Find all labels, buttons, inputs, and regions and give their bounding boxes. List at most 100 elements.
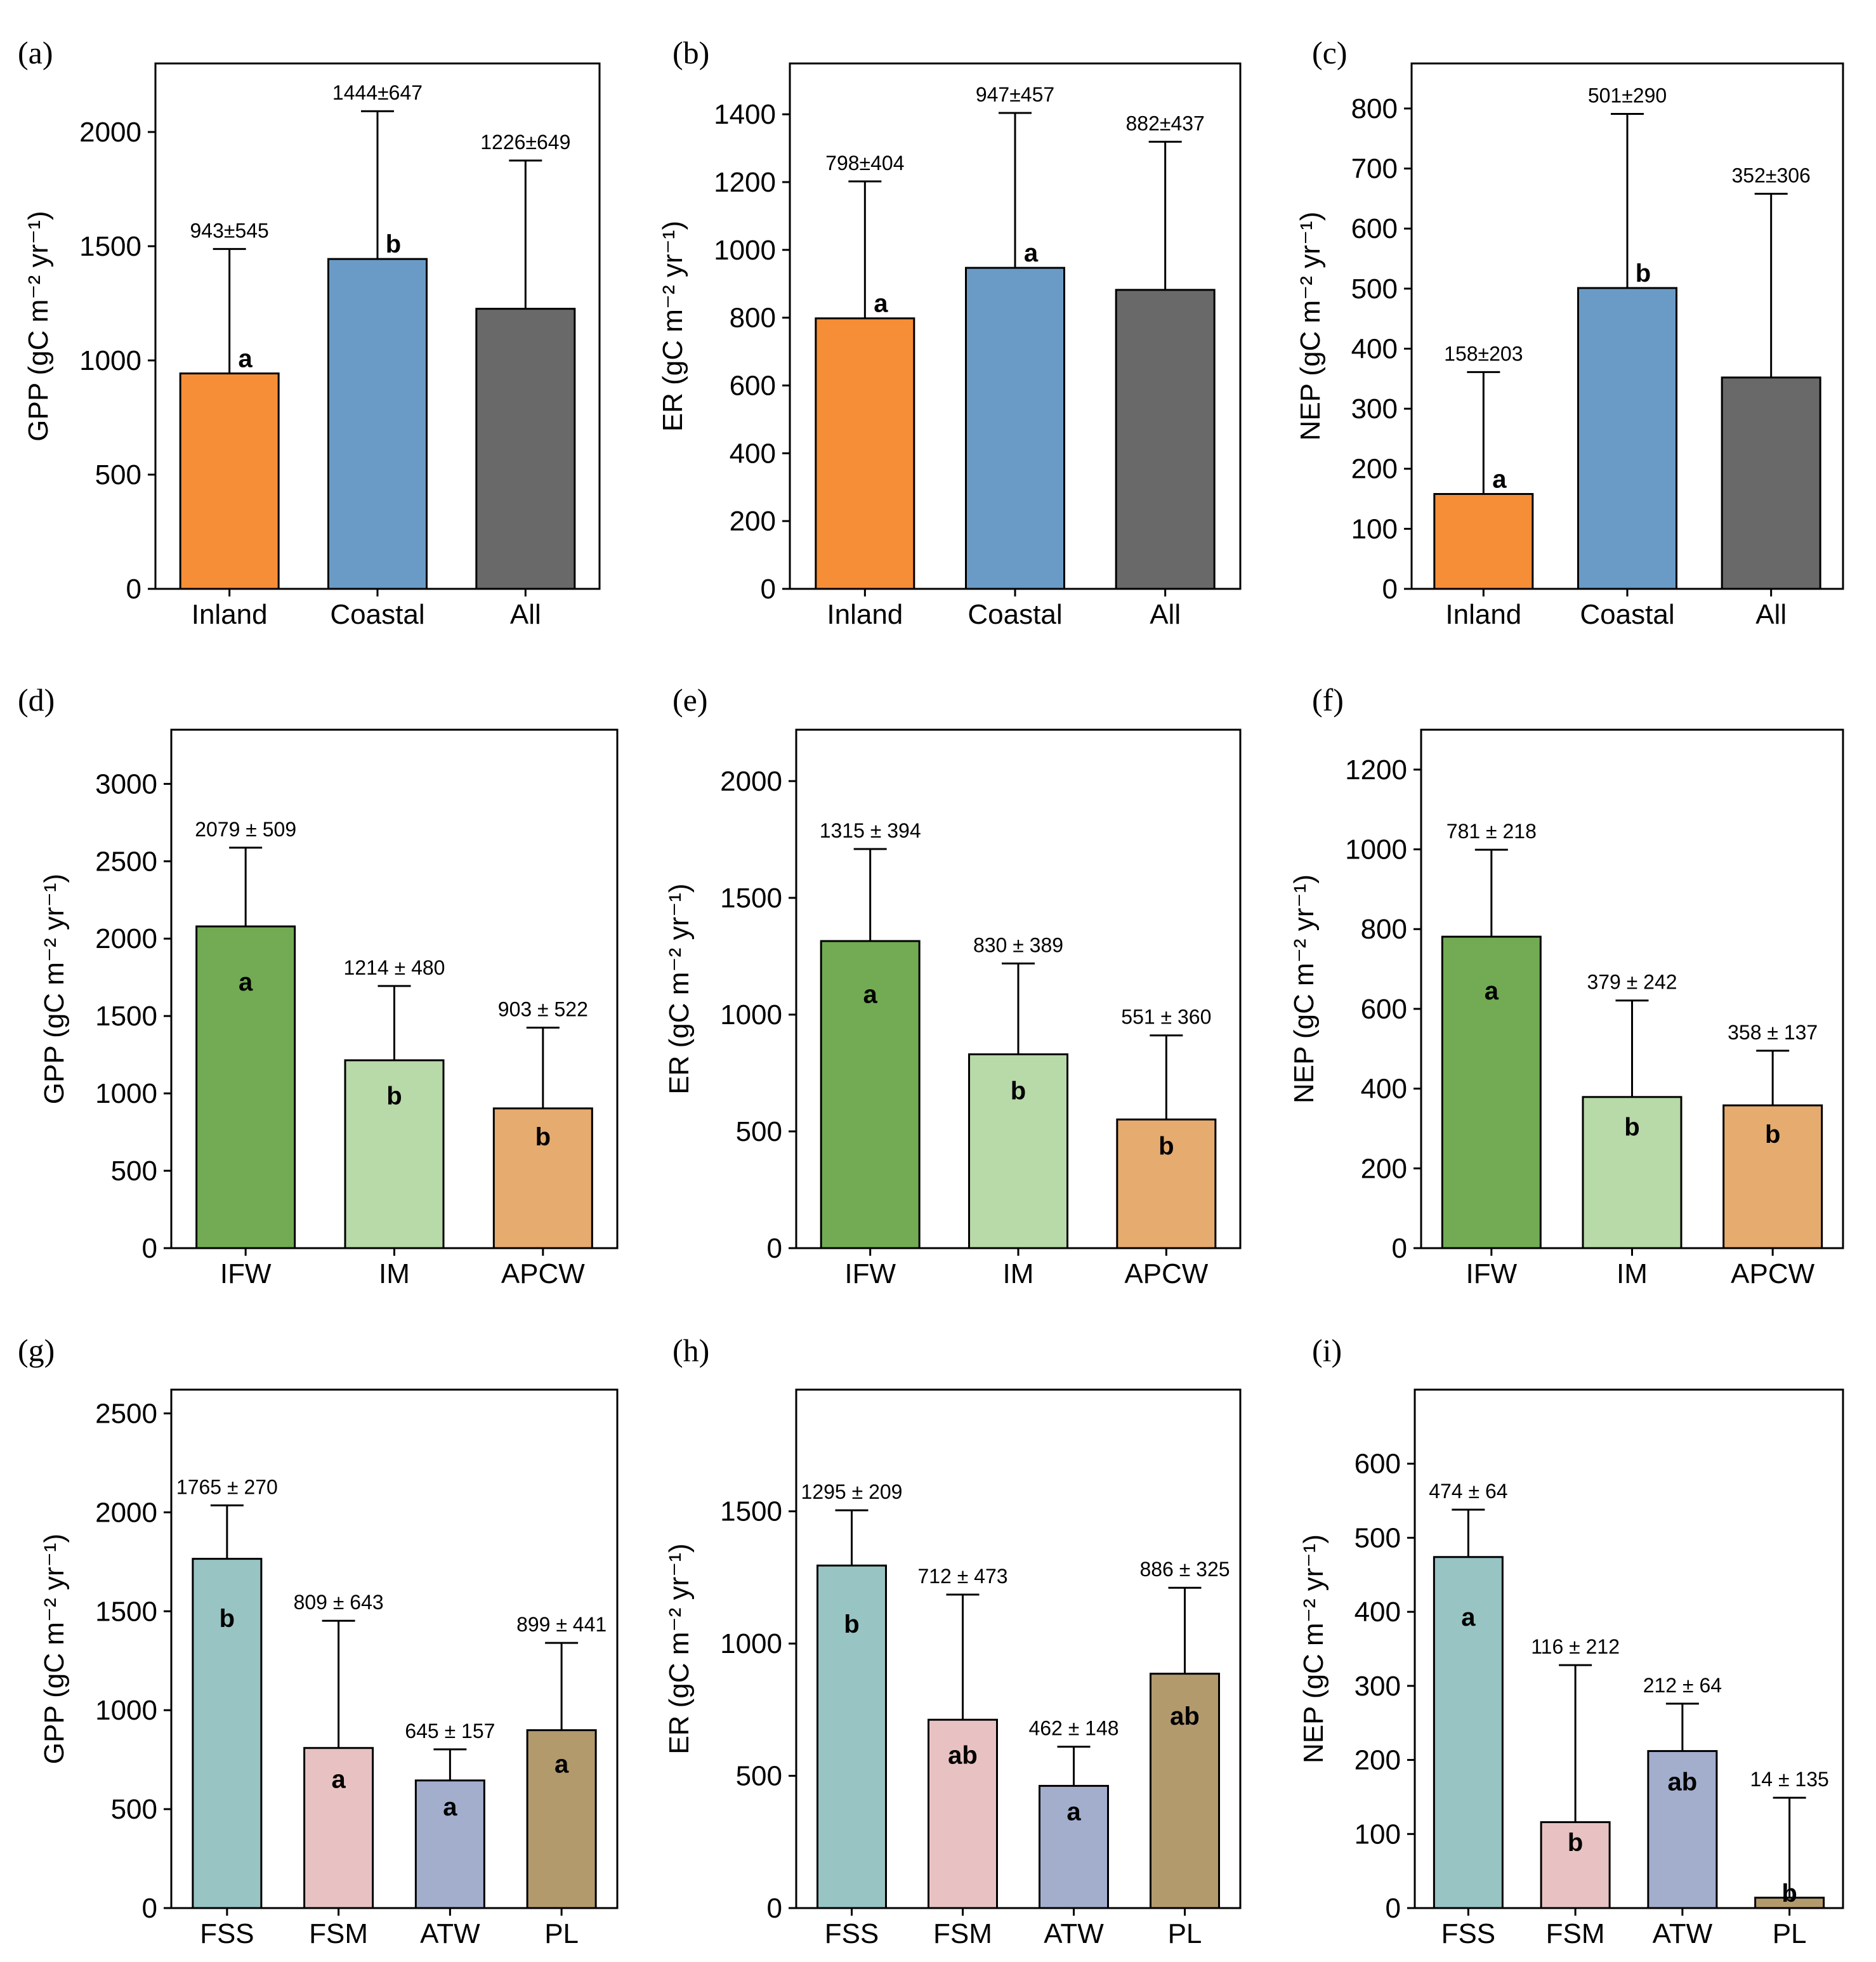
significance-letter: a — [1066, 1798, 1081, 1826]
x-tick-label: ATW — [1044, 1918, 1104, 1949]
y-tick-label: 600 — [1351, 213, 1398, 244]
value-label: 947±457 — [976, 83, 1054, 106]
x-tick-label: FSM — [309, 1918, 368, 1949]
x-tick-label: APCW — [1731, 1258, 1814, 1289]
significance-letter: a — [239, 968, 253, 996]
bar — [817, 1564, 887, 1909]
bar — [179, 372, 280, 590]
axes-frame — [170, 728, 619, 1249]
x-tick-label: ATW — [1653, 1918, 1713, 1949]
y-tick-label: 1200 — [1345, 754, 1407, 786]
y-tick-label: 500 — [95, 459, 141, 490]
value-label: 809 ± 643 — [294, 1591, 384, 1614]
y-axis-label: ER (gC m⁻² yr⁻¹) — [664, 1543, 695, 1754]
y-tick-label: 1500 — [720, 883, 782, 914]
panel-c: (c) 158±203 a Inland 501±290 b Coastal 352±306 A… — [1295, 35, 1844, 630]
significance-letter: a — [554, 1751, 569, 1779]
axes-frame — [1414, 1388, 1844, 1909]
value-label: 352±306 — [1731, 164, 1810, 187]
significance-letter: ab — [948, 1742, 978, 1770]
y-axis-label: GPP (gC m⁻² yr⁻¹) — [39, 874, 70, 1104]
y-tick-label: 500 — [1355, 1522, 1401, 1553]
y-tick-label: 0 — [1382, 574, 1398, 605]
x-tick-label: PL — [544, 1918, 579, 1949]
y-tick-label: 1000 — [95, 1695, 157, 1726]
y-tick-label: 500 — [111, 1794, 157, 1825]
y-tick-label: 0 — [761, 574, 776, 605]
significance-letter: b — [535, 1123, 551, 1151]
y-tick-label: 2500 — [95, 1398, 157, 1429]
y-tick-label: 600 — [730, 370, 776, 401]
y-tick-label: 400 — [730, 438, 776, 469]
y-tick-label: 1000 — [720, 1628, 782, 1659]
value-label: 501±290 — [1588, 84, 1667, 107]
y-tick-label: 800 — [730, 303, 776, 334]
value-label: 14 ± 135 — [1750, 1768, 1828, 1791]
y-tick-label: 0 — [142, 1233, 157, 1264]
y-tick-label: 2000 — [720, 766, 782, 797]
panel-label: (d) — [18, 682, 55, 718]
value-label: 462 ± 148 — [1028, 1717, 1118, 1740]
y-tick-label: 200 — [1355, 1745, 1401, 1776]
y-tick-label: 0 — [1392, 1233, 1407, 1264]
y-tick-label: 2500 — [95, 846, 157, 877]
value-label: 903 ± 522 — [498, 997, 588, 1020]
significance-letter: ab — [1170, 1702, 1200, 1730]
significance-letter: b — [844, 1610, 859, 1638]
value-label: 1214 ± 480 — [344, 956, 445, 979]
panel-label: (e) — [672, 682, 708, 718]
value-label: 798±404 — [825, 152, 904, 174]
x-tick-label: All — [1150, 599, 1181, 630]
y-axis-label: GPP (gC m⁻² yr⁻¹) — [39, 1534, 70, 1764]
y-axis-label: ER (gC m⁻² yr⁻¹) — [657, 221, 688, 431]
value-label: 1315 ± 394 — [820, 819, 921, 842]
axes-frame — [795, 1388, 1242, 1909]
significance-letter: b — [1011, 1077, 1026, 1105]
panel-label: (g) — [18, 1333, 55, 1368]
y-tick-label: 800 — [1351, 93, 1398, 124]
bar — [327, 258, 428, 590]
significance-letter: a — [239, 345, 253, 373]
y-tick-label: 1200 — [714, 167, 776, 198]
significance-letter: a — [874, 290, 888, 318]
value-label: 379 ± 242 — [1587, 971, 1677, 994]
x-tick-label: FSS — [825, 1918, 879, 1949]
panel-label: (i) — [1312, 1333, 1342, 1368]
significance-letter: b — [1765, 1121, 1780, 1149]
y-tick-label: 300 — [1351, 393, 1398, 425]
significance-letter: a — [1461, 1603, 1476, 1631]
y-tick-label: 1000 — [714, 235, 776, 266]
x-tick-label: PL — [1168, 1918, 1202, 1949]
y-tick-label: 1500 — [95, 1596, 157, 1627]
bar — [303, 1747, 374, 1909]
y-tick-label: 600 — [1355, 1449, 1401, 1480]
axes-frame — [170, 1388, 619, 1909]
axes-frame — [1420, 728, 1844, 1249]
panel-label: (h) — [672, 1333, 709, 1368]
bar — [1577, 287, 1677, 590]
x-tick-label: FSM — [1546, 1918, 1605, 1949]
axes-frame — [795, 728, 1242, 1249]
value-label: 882±437 — [1125, 112, 1204, 135]
value-label: 358 ± 137 — [1728, 1021, 1818, 1044]
value-label: 899 ± 441 — [516, 1613, 607, 1636]
axes-frame — [1410, 62, 1844, 590]
y-tick-label: 500 — [736, 1116, 782, 1147]
panel-i: (i) 474 ± 64 a FSS 116 ± 212 b FSM 212 ± 64 ab AT… — [1298, 1333, 1844, 1949]
y-tick-label: 800 — [1361, 914, 1407, 945]
bar — [492, 1107, 593, 1249]
y-tick-label: 0 — [767, 1233, 782, 1264]
value-label: 1444±647 — [332, 81, 423, 104]
y-axis-label: NEP (gC m⁻² yr⁻¹) — [1289, 874, 1320, 1103]
value-label: 1765 ± 270 — [176, 1475, 278, 1498]
panel-label: (a) — [18, 35, 53, 70]
value-label: 2079 ± 509 — [195, 818, 296, 841]
y-axis-label: GPP (gC m⁻² yr⁻¹) — [23, 211, 54, 441]
panel-d: (d) 2079 ± 509 a IFW 1214 ± 480 b IM 903 ± 522 b… — [18, 682, 619, 1289]
significance-letter: b — [1568, 1829, 1583, 1857]
x-tick-label: Inland — [827, 599, 903, 630]
bar — [1647, 1750, 1718, 1909]
y-tick-label: 1500 — [720, 1496, 782, 1527]
x-tick-label: IM — [379, 1258, 410, 1289]
y-tick-label: 0 — [1386, 1893, 1401, 1924]
